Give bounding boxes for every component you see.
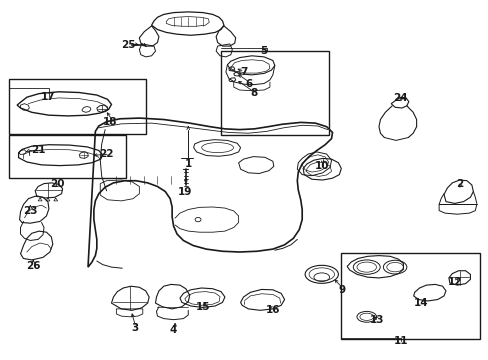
Text: 1: 1 <box>184 159 191 169</box>
Bar <box>221 51 328 135</box>
Text: 12: 12 <box>447 276 461 287</box>
Bar <box>9 79 145 134</box>
Text: 7: 7 <box>239 67 247 77</box>
Bar <box>9 135 126 178</box>
Text: 19: 19 <box>177 186 192 197</box>
Text: 18: 18 <box>102 117 117 127</box>
Text: 14: 14 <box>413 298 428 308</box>
Text: 8: 8 <box>250 88 257 98</box>
Text: 6: 6 <box>245 78 252 89</box>
Text: 11: 11 <box>393 336 407 346</box>
Text: 3: 3 <box>131 323 138 333</box>
Text: 26: 26 <box>26 261 41 271</box>
Text: 15: 15 <box>195 302 210 312</box>
Text: 25: 25 <box>121 40 135 50</box>
Bar <box>341 253 479 339</box>
Text: 17: 17 <box>41 92 55 102</box>
Text: 10: 10 <box>314 161 328 171</box>
Text: 20: 20 <box>50 179 65 189</box>
Text: 4: 4 <box>169 325 177 336</box>
Text: 2: 2 <box>455 179 462 189</box>
Text: 9: 9 <box>338 285 345 295</box>
Text: 24: 24 <box>392 93 407 103</box>
Text: 23: 23 <box>23 206 38 216</box>
Text: 22: 22 <box>99 149 114 159</box>
Text: 5: 5 <box>260 46 267 56</box>
Text: 21: 21 <box>31 145 45 156</box>
Text: 16: 16 <box>265 305 280 315</box>
Text: 13: 13 <box>369 315 384 325</box>
